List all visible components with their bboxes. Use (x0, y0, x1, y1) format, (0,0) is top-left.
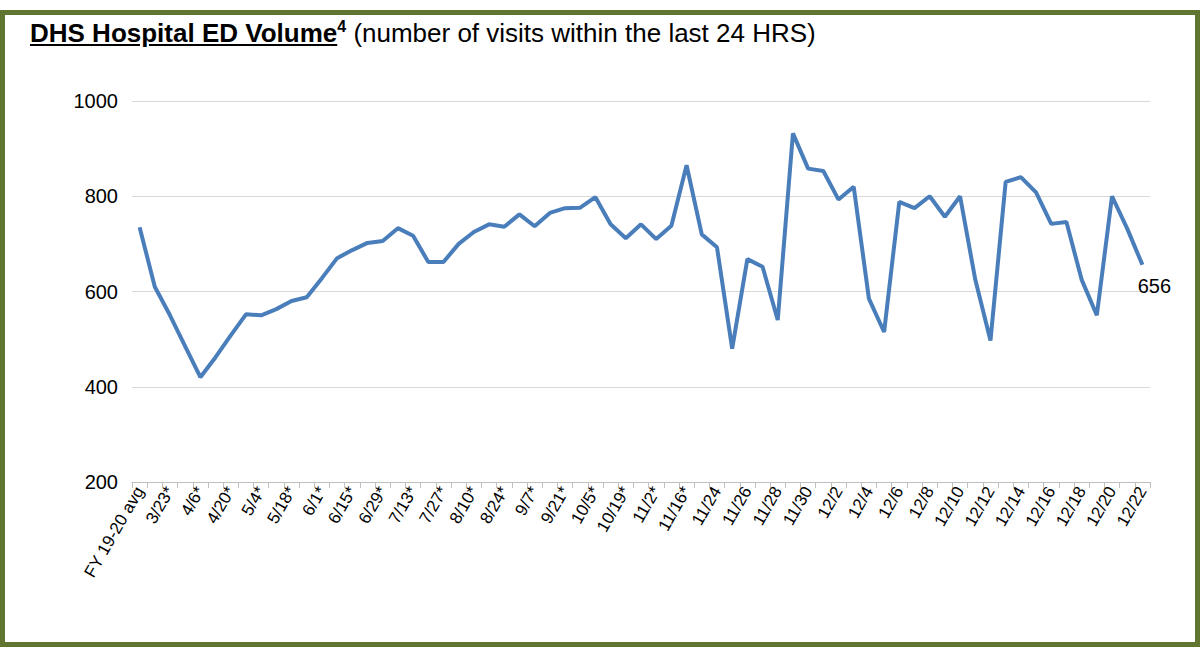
svg-text:11/26: 11/26 (719, 483, 756, 528)
svg-text:12/10: 12/10 (931, 483, 969, 529)
svg-text:600: 600 (85, 281, 118, 303)
svg-text:12/18: 12/18 (1052, 483, 1090, 529)
svg-text:4/6*: 4/6* (177, 483, 209, 519)
svg-text:656: 656 (1138, 275, 1171, 297)
svg-text:6/1*: 6/1* (298, 483, 331, 519)
html-text:DHS Hospital ED Volume4 (numbe: DHS Hospital ED Volume4 (number of visit… (30, 18, 816, 48)
svg-text:9/7*: 9/7* (511, 483, 543, 519)
svg-text:7/27*: 7/27* (415, 483, 451, 527)
svg-text:9/21*: 9/21* (537, 483, 573, 527)
svg-text:11/16*: 11/16* (654, 483, 695, 534)
svg-text:400: 400 (85, 376, 118, 398)
svg-text:4/20*: 4/20* (203, 483, 239, 527)
svg-text:6/15*: 6/15* (324, 483, 360, 527)
svg-text:6/29*: 6/29* (355, 483, 391, 527)
svg-text:12/20: 12/20 (1083, 483, 1121, 529)
svg-text:10/5*: 10/5* (567, 483, 604, 528)
svg-text:7/13*: 7/13* (385, 483, 421, 527)
svg-text:11/28: 11/28 (749, 483, 786, 528)
svg-text:10/19*: 10/19* (593, 483, 634, 535)
svg-text:12/22: 12/22 (1113, 483, 1151, 529)
svg-text:12/16: 12/16 (1022, 483, 1060, 529)
svg-text:3/23*: 3/23* (142, 483, 178, 527)
svg-text:1000: 1000 (74, 90, 119, 112)
svg-text:12/2: 12/2 (814, 483, 847, 521)
svg-text:12/14: 12/14 (991, 483, 1029, 529)
svg-text:FY 19-20 avg: FY 19-20 avg (81, 483, 148, 581)
svg-text:8/24*: 8/24* (476, 483, 512, 527)
svg-text:11/2*: 11/2* (628, 483, 665, 526)
svg-text:12/8: 12/8 (904, 483, 938, 522)
svg-text:12/6: 12/6 (875, 483, 908, 521)
svg-text:11/24: 11/24 (688, 483, 725, 528)
svg-text:200: 200 (85, 471, 118, 493)
svg-text:12/12: 12/12 (961, 483, 999, 529)
svg-text:11/30: 11/30 (779, 483, 816, 528)
svg-text:800: 800 (85, 185, 118, 207)
svg-text:5/18*: 5/18* (263, 483, 299, 527)
svg-text:5/4*: 5/4* (237, 483, 270, 519)
svg-text:8/10*: 8/10* (446, 483, 482, 527)
svg-text:12/4: 12/4 (844, 483, 877, 521)
